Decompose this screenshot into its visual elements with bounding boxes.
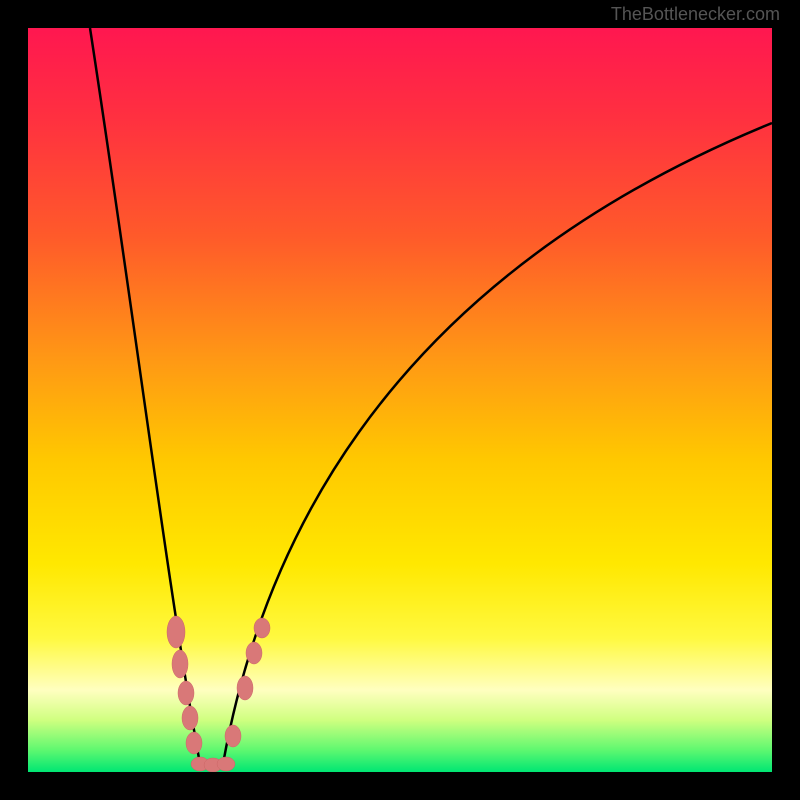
chart-curves-overlay <box>28 28 772 772</box>
data-marker <box>225 725 241 747</box>
data-marker <box>237 676 253 700</box>
watermark-label: TheBottlenecker.com <box>611 4 780 24</box>
data-marker <box>246 642 262 664</box>
bottleneck-chart <box>28 28 772 772</box>
data-marker <box>167 616 185 648</box>
data-marker <box>178 681 194 705</box>
data-marker <box>186 732 202 754</box>
data-marker <box>217 757 235 771</box>
data-marker <box>254 618 270 638</box>
data-marker <box>182 706 198 730</box>
data-marker <box>172 650 188 678</box>
right-bottleneck-curve <box>223 123 772 764</box>
watermark-text: TheBottlenecker.com <box>611 4 780 25</box>
